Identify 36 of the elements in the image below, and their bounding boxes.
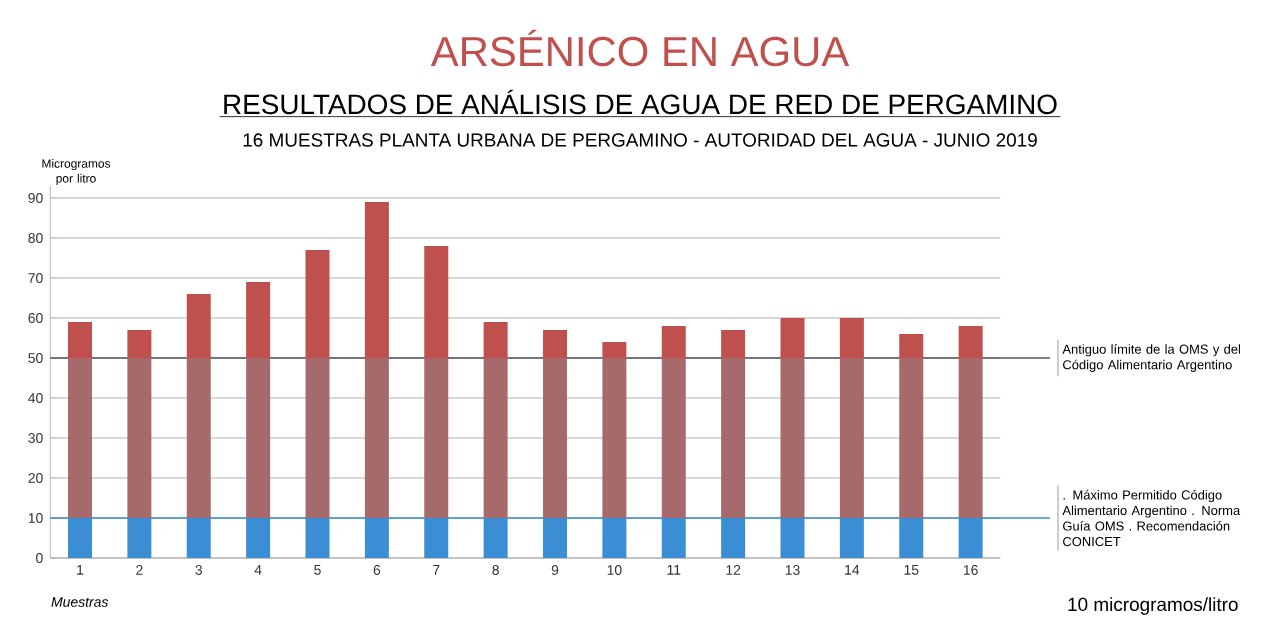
bar (305, 250, 330, 358)
bar (602, 358, 627, 518)
bar (958, 326, 983, 358)
bar (483, 358, 508, 518)
bar (721, 330, 746, 358)
bar (364, 358, 389, 518)
bar (899, 334, 924, 358)
text: 16 MUESTRAS PLANTA URBANA DE PERGAMINO - AUTORIDAD DEL AGUA - JUNIO 2019 (243, 133, 1037, 147)
bar (661, 326, 686, 358)
chart-subtitle: RESULTADOS DE ANÁLISIS DE AGUA DE RED DE PERGAMINO (224, 89, 1057, 115)
bar (839, 358, 864, 518)
bar (364, 202, 389, 358)
bar (899, 358, 924, 518)
bar (246, 282, 271, 358)
bar (543, 330, 568, 358)
bar (780, 358, 805, 518)
bar (661, 358, 686, 518)
bar (68, 358, 92, 518)
text: 10 microgramos/litro (1068, 597, 1238, 615)
bar (424, 246, 449, 358)
bar (839, 318, 864, 358)
bar (127, 358, 152, 518)
bar (483, 322, 508, 358)
bar (186, 358, 211, 518)
bar (602, 342, 627, 358)
bar (68, 322, 92, 358)
chart-title: ARSÉNICO EN AGUA (430, 29, 850, 67)
bar (127, 330, 152, 358)
bar (424, 358, 449, 518)
bar (721, 358, 746, 518)
bar (543, 358, 568, 518)
bar (780, 318, 805, 358)
bar (186, 294, 211, 358)
bar (958, 358, 983, 518)
bar (305, 358, 330, 518)
bar (246, 358, 271, 518)
